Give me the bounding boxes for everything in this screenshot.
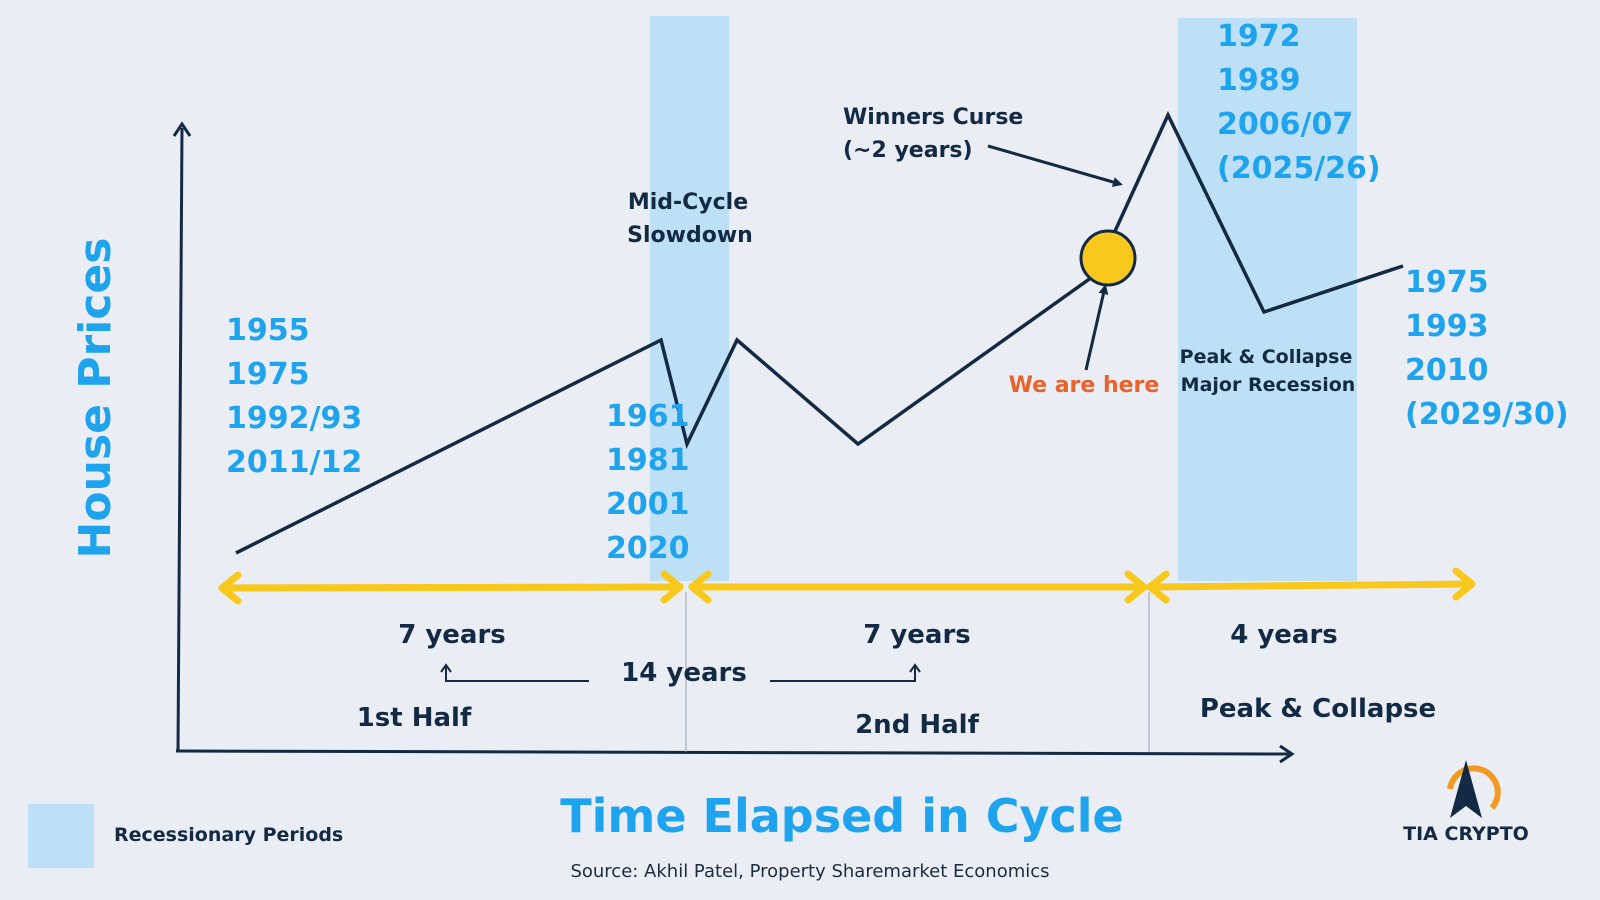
price-cycle-line (235, 110, 1404, 555)
end-year-4: (2029/30) (1405, 397, 1569, 432)
duration-second: 7 years (863, 620, 971, 650)
winners-curse-label-line2: (~2 years) (843, 138, 973, 163)
mid-year-2: 1981 (606, 443, 690, 478)
x-axis-label: Time Elapsed in Cycle (560, 789, 1123, 843)
y-axis-label: House Prices (70, 238, 121, 559)
mid-cycle-label-line1: Mid-Cycle (628, 190, 748, 215)
mid-year-3: 2001 (606, 487, 690, 522)
recession-band-mid-cycle (650, 16, 729, 581)
peak-years: 1972 1989 2006/07 (2025/26) (1217, 19, 1381, 186)
peak-year-1: 1972 (1217, 19, 1301, 54)
y-axis (176, 127, 184, 753)
start-year-4: 2011/12 (226, 445, 362, 480)
mid-year-4: 2020 (606, 531, 690, 566)
start-year-3: 1992/93 (226, 401, 362, 436)
peak-collapse-band-label-line1: Peak & Collapse (1180, 346, 1353, 368)
y-axis-arrowhead (172, 121, 192, 137)
phase-peak-collapse: Peak & Collapse (1200, 694, 1436, 724)
brand-name: TIA CRYPTO (1403, 823, 1529, 845)
phase-second-half: 2nd Half (855, 710, 979, 740)
end-year-1: 1975 (1405, 265, 1489, 300)
mid-year-1: 1961 (606, 399, 690, 434)
peak-collapse-band-label-line2: Major Recession (1181, 374, 1356, 396)
mid-cycle-label-line2: Slowdown (627, 223, 753, 248)
winners-curse-label-line1: Winners Curse (843, 105, 1023, 130)
start-year-2: 1975 (226, 357, 310, 392)
x-axis-arrowhead (1279, 744, 1295, 764)
duration-first: 7 years (398, 620, 506, 650)
start-years: 1955 1975 1992/93 2011/12 (226, 313, 362, 480)
total-bracket-left (440, 663, 589, 682)
current-position-circle-icon (1079, 229, 1137, 287)
source-caption: Source: Akhil Patel, Property Sharemarke… (570, 861, 1049, 882)
peak-year-3: 2006/07 (1217, 107, 1353, 142)
start-year-1: 1955 (226, 313, 310, 348)
peak-year-2: 1989 (1217, 63, 1301, 98)
end-years: 1975 1993 2010 (2029/30) (1405, 265, 1569, 432)
tia-crypto-logo-icon (1447, 760, 1501, 818)
duration-arrow-third (1146, 567, 1476, 604)
duration-total: 14 years (621, 658, 747, 688)
legend-label: Recessionary Periods (114, 824, 343, 846)
recession-band-peak-collapse (1178, 18, 1357, 581)
legend-swatch (28, 804, 94, 868)
duration-arrow-first (218, 570, 684, 605)
end-year-3: 2010 (1405, 353, 1489, 388)
we-are-here-pointer (1084, 284, 1109, 371)
we-are-here-label: We are here (1009, 373, 1160, 398)
total-bracket-right (770, 663, 921, 682)
x-axis (175, 749, 1291, 756)
duration-third: 4 years (1230, 620, 1338, 650)
mid-years: 1961 1981 2001 2020 (606, 399, 690, 566)
winners-curse-pointer (987, 144, 1123, 187)
peak-year-4: (2025/26) (1217, 151, 1381, 186)
end-year-2: 1993 (1405, 309, 1489, 344)
phase-first-half: 1st Half (357, 703, 472, 733)
duration-arrow-second (688, 570, 1148, 604)
